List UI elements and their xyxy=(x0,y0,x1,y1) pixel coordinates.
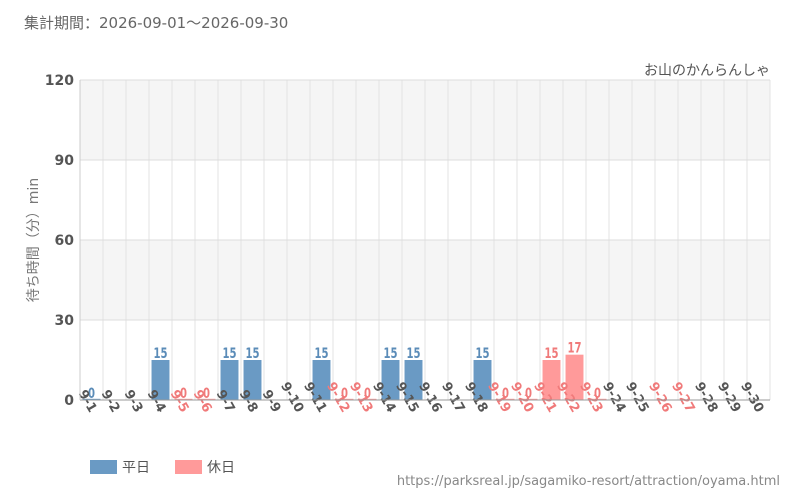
y-tick-label: 30 xyxy=(55,313,75,329)
legend-label-weekday: 平日 xyxy=(122,460,150,476)
value-label-9-18: 15 xyxy=(475,345,489,361)
bar-9-21 xyxy=(542,360,561,400)
value-label-9-11: 15 xyxy=(314,345,328,361)
y-tick-label: 0 xyxy=(64,393,74,409)
bar-9-12 xyxy=(335,398,354,400)
chart-title: お山のかんらんしゃ xyxy=(644,63,770,79)
y-tick-label: 60 xyxy=(55,233,75,249)
value-label-9-8: 15 xyxy=(245,345,259,361)
value-label-9-13: 0 xyxy=(364,385,371,401)
y-axis-label: 待ち時間（分）min xyxy=(26,178,42,302)
legend: 平日 休日 xyxy=(90,460,235,476)
bar-9-18 xyxy=(473,360,492,400)
legend-swatch-holiday xyxy=(175,460,202,474)
value-label-9-19: 0 xyxy=(502,385,509,401)
y-tick-label: 120 xyxy=(45,73,74,89)
value-label-9-5: 0 xyxy=(180,385,187,401)
bar-9-4 xyxy=(151,360,170,400)
value-label-9-12: 0 xyxy=(341,385,348,401)
value-label-9-21: 15 xyxy=(544,345,558,361)
value-label-9-1: 0 xyxy=(88,385,95,401)
bar-9-6 xyxy=(197,398,216,400)
value-label-9-22: 17 xyxy=(567,340,581,356)
bar-9-13 xyxy=(358,398,377,400)
value-label-9-4: 15 xyxy=(153,345,167,361)
y-tick-labels: 0 30 60 90 120 xyxy=(45,73,74,409)
legend-label-holiday: 休日 xyxy=(207,460,235,476)
value-label-9-6: 0 xyxy=(203,385,210,401)
value-label-9-15: 15 xyxy=(406,345,420,361)
y-tick-label: 90 xyxy=(55,153,75,169)
value-label-9-7: 15 xyxy=(222,345,236,361)
period-label: 集計期間：2026-09-01～2026-09-30 xyxy=(24,14,289,32)
legend-swatch-weekday xyxy=(90,460,117,474)
bar-9-8 xyxy=(243,360,262,400)
source-url[interactable]: https://parksreal.jp/sagamiko-resort/att… xyxy=(396,474,780,489)
bar-9-1 xyxy=(82,398,101,400)
bar-9-11 xyxy=(312,360,331,400)
bar-9-14 xyxy=(381,360,400,400)
bar-9-19 xyxy=(496,398,515,400)
bar-9-5 xyxy=(174,398,193,400)
bar-9-20 xyxy=(519,398,538,400)
bar-9-15 xyxy=(404,360,423,400)
bar-9-23 xyxy=(588,398,607,400)
value-label-9-20: 0 xyxy=(525,385,532,401)
value-label-9-23: 0 xyxy=(594,385,601,401)
bar-9-7 xyxy=(220,360,239,400)
bars xyxy=(82,354,607,400)
value-label-9-14: 15 xyxy=(383,345,397,361)
bar-9-22 xyxy=(565,354,584,400)
